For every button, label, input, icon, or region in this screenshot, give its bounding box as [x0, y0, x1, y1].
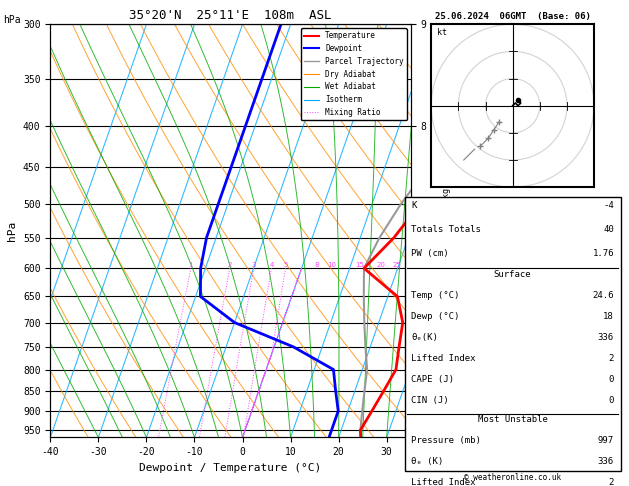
Y-axis label: km
ASL: km ASL — [428, 231, 446, 252]
Text: 0: 0 — [608, 396, 614, 405]
Text: 15: 15 — [355, 262, 364, 268]
Title: 35°20'N  25°11'E  108m  ASL: 35°20'N 25°11'E 108m ASL — [130, 9, 331, 22]
Text: 3: 3 — [252, 262, 256, 268]
Text: θₑ (K): θₑ (K) — [411, 457, 443, 466]
Text: 4: 4 — [269, 262, 274, 268]
Text: hPa: hPa — [3, 15, 21, 25]
Text: Mixing Ratio (g/kg): Mixing Ratio (g/kg) — [442, 183, 451, 278]
Text: 2: 2 — [608, 354, 614, 363]
Text: 336: 336 — [598, 457, 614, 466]
Text: PW (cm): PW (cm) — [411, 249, 449, 258]
Text: Lifted Index: Lifted Index — [411, 478, 476, 486]
Text: 20: 20 — [376, 262, 385, 268]
Text: K: K — [411, 201, 417, 210]
Text: 18: 18 — [603, 312, 614, 321]
X-axis label: Dewpoint / Temperature (°C): Dewpoint / Temperature (°C) — [140, 463, 321, 473]
Text: 10: 10 — [327, 262, 336, 268]
Text: 5: 5 — [283, 262, 287, 268]
Text: CAPE (J): CAPE (J) — [411, 375, 454, 383]
Text: 997: 997 — [598, 436, 614, 445]
FancyBboxPatch shape — [405, 197, 621, 471]
Text: 24.6: 24.6 — [593, 291, 614, 300]
Text: Pressure (mb): Pressure (mb) — [411, 436, 481, 445]
Text: 1.76: 1.76 — [593, 249, 614, 258]
Text: 40: 40 — [603, 225, 614, 234]
Text: 2: 2 — [228, 262, 232, 268]
Text: Surface: Surface — [494, 270, 532, 279]
Text: 1: 1 — [189, 262, 193, 268]
Text: Lifted Index: Lifted Index — [411, 354, 476, 363]
Text: Temp (°C): Temp (°C) — [411, 291, 460, 300]
Text: 1LCL: 1LCL — [411, 406, 431, 416]
Text: 8: 8 — [314, 262, 318, 268]
Text: -4: -4 — [603, 201, 614, 210]
Text: © weatheronline.co.uk: © weatheronline.co.uk — [464, 473, 561, 482]
Text: θₑ(K): θₑ(K) — [411, 333, 438, 342]
Y-axis label: hPa: hPa — [8, 221, 18, 241]
Text: 25.06.2024  06GMT  (Base: 06): 25.06.2024 06GMT (Base: 06) — [435, 12, 591, 21]
Text: 0: 0 — [608, 375, 614, 383]
Legend: Temperature, Dewpoint, Parcel Trajectory, Dry Adiabat, Wet Adiabat, Isotherm, Mi: Temperature, Dewpoint, Parcel Trajectory… — [301, 28, 407, 120]
Text: 336: 336 — [598, 333, 614, 342]
Text: CIN (J): CIN (J) — [411, 396, 449, 405]
Text: Most Unstable: Most Unstable — [477, 415, 548, 424]
Text: Totals Totals: Totals Totals — [411, 225, 481, 234]
Text: 2: 2 — [608, 478, 614, 486]
Text: 25: 25 — [392, 262, 401, 268]
Text: kt: kt — [437, 28, 447, 37]
Text: Dewp (°C): Dewp (°C) — [411, 312, 460, 321]
